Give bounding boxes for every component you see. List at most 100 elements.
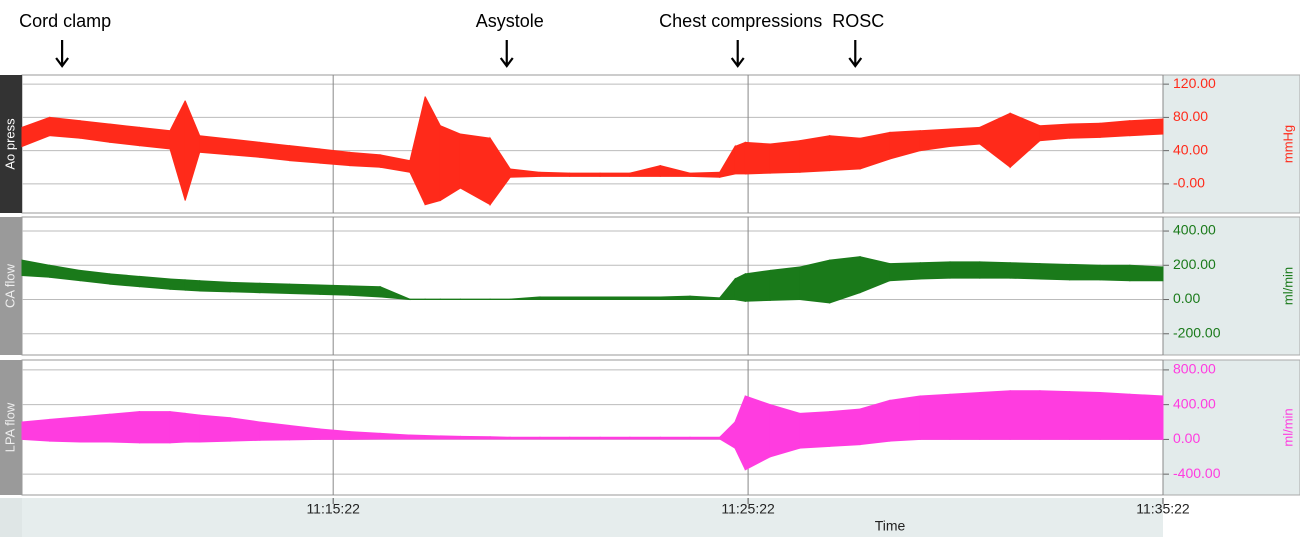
x-tick-label: 11:15:22: [306, 501, 360, 517]
signal-segment: [569, 172, 601, 177]
signal-segment: [139, 275, 171, 290]
signal-segment: [424, 434, 441, 440]
y-tick-label: 400.00: [1173, 222, 1216, 238]
annotation-arrow: [55, 40, 69, 68]
signal-segment: [184, 412, 201, 443]
signal-segment: [1099, 120, 1131, 138]
signal-segment: [169, 411, 186, 444]
signal-segment: [409, 434, 426, 440]
x-axis-label: Time: [875, 518, 906, 534]
signal-band: [21, 96, 1164, 207]
signal-segment: [109, 273, 141, 288]
signal-segment: [184, 279, 201, 292]
signal-segment: [1039, 390, 1071, 440]
signal-segment: [949, 391, 981, 440]
y-tick-label: 80.00: [1173, 108, 1208, 124]
signal-segment: [1069, 263, 1101, 281]
y-tick-label: 0.00: [1173, 290, 1200, 306]
signal-segment: [199, 280, 231, 293]
signal-segment: [349, 431, 381, 440]
signal-segment: [889, 262, 921, 282]
signal-segment: [689, 171, 721, 178]
y-tick-label: 200.00: [1173, 256, 1216, 272]
y-tick-label: 400.00: [1173, 395, 1216, 411]
signal-segment: [1009, 262, 1041, 280]
signal-segment: [1129, 264, 1164, 282]
signal-segment: [919, 261, 951, 280]
signal-segment: [629, 296, 661, 301]
panel-tab: [0, 75, 22, 213]
signal-segment: [139, 126, 171, 150]
signal-segment: [569, 436, 601, 440]
signal-segment: [799, 411, 831, 449]
signal-segment: [1069, 122, 1101, 139]
x-axis-band: [22, 498, 1163, 537]
annotation-arrow: [848, 40, 863, 68]
signal-segment: [979, 261, 1011, 279]
signal-segment: [259, 282, 291, 295]
signal-segment: [599, 296, 631, 301]
y-tick-label: 0.00: [1173, 430, 1200, 446]
y-tick-label: 120.00: [1173, 75, 1216, 91]
signal-segment: [599, 436, 631, 440]
panel-label: LPA flow: [2, 402, 17, 452]
signal-segment: [1099, 391, 1131, 440]
signal-segment: [199, 135, 231, 156]
signal-segment: [744, 395, 771, 471]
signal-segment: [439, 435, 461, 440]
panel-label: Ao press: [2, 118, 17, 170]
y-tick-label: -200.00: [1173, 324, 1221, 340]
signal-segment: [459, 435, 491, 440]
signal-segment: [349, 285, 381, 298]
signal-segment: [509, 436, 541, 440]
panel-tab: [0, 360, 22, 495]
right-axis-band: [1162, 359, 1300, 496]
signal-segment: [169, 278, 186, 291]
signal-segment: [259, 421, 291, 441]
y-tick-label: 800.00: [1173, 361, 1216, 377]
unit-label: ml/min: [1280, 267, 1295, 305]
signal-segment: [734, 273, 746, 302]
signal-segment: [259, 141, 291, 162]
signal-segment: [744, 269, 771, 302]
x-tick-label: 11:25:22: [721, 501, 775, 517]
signal-segment: [49, 416, 81, 443]
signal-segment: [539, 296, 571, 301]
signal-band: [21, 390, 1164, 471]
signal-segment: [1039, 263, 1071, 281]
signal-segment: [229, 281, 261, 294]
unit-label: mmHg: [1280, 125, 1295, 163]
signal-segment: [829, 135, 861, 172]
corner: [0, 498, 22, 537]
y-tick-label: -400.00: [1173, 465, 1221, 481]
annotation: Chest compressions: [659, 11, 822, 31]
signal-segment: [199, 414, 231, 443]
signal-segment: [659, 436, 691, 440]
y-tick-label: -0.00: [1173, 175, 1205, 191]
right-axis-band: [1162, 216, 1300, 356]
signal-segment: [829, 408, 861, 447]
signal-segment: [1009, 390, 1041, 440]
annotation-arrow: [730, 40, 745, 68]
signal-segment: [769, 403, 801, 458]
signal-segment: [769, 266, 801, 301]
signal-segment: [49, 116, 81, 139]
signal-segment: [949, 261, 981, 279]
signal-segment: [319, 148, 351, 167]
signal-segment: [229, 138, 261, 158]
signal-segment: [919, 393, 951, 440]
y-tick-label: 40.00: [1173, 141, 1208, 157]
signal-segment: [439, 124, 461, 202]
signal-segment: [659, 295, 691, 301]
signal-band: [21, 256, 1164, 304]
annotation: ROSC: [832, 11, 884, 31]
signal-segment: [1039, 123, 1071, 142]
annotation: Asystole: [476, 11, 544, 31]
signal-segment: [979, 390, 1011, 440]
signal-segment: [21, 418, 51, 442]
signal-segment: [599, 172, 631, 177]
signal-segment: [229, 417, 261, 442]
signal-segment: [569, 296, 601, 301]
signal-segment: [734, 141, 746, 175]
